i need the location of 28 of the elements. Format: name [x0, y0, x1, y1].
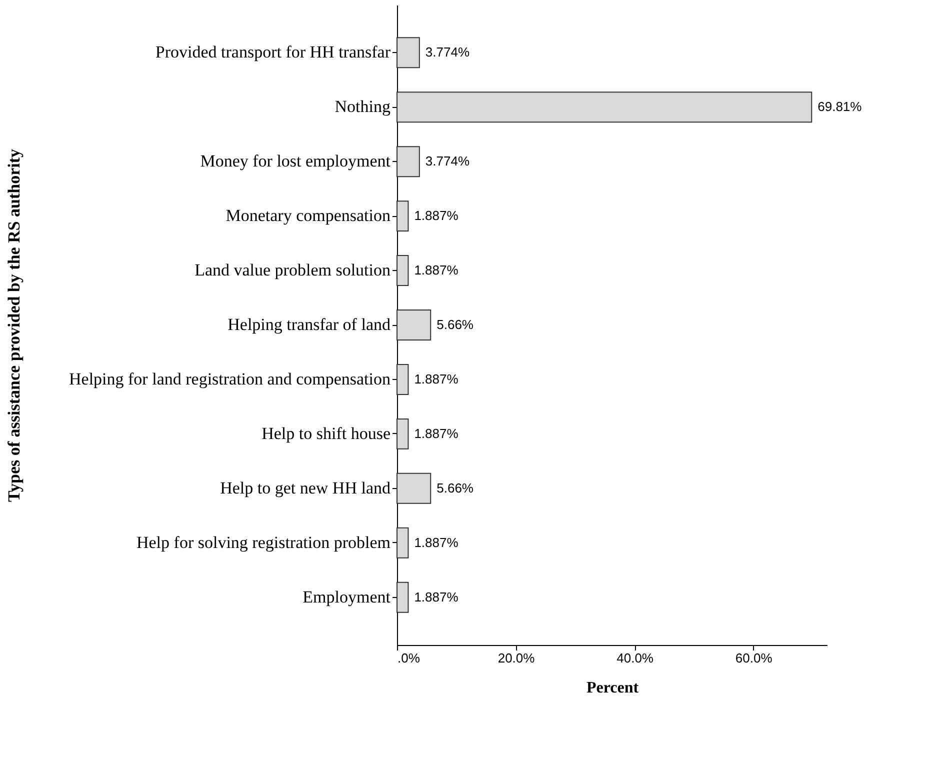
y-tick-label: Help for solving registration problem — [136, 532, 390, 552]
data-label: 1.887% — [414, 208, 459, 224]
y-tick-label: Helping transfar of land — [228, 315, 391, 334]
data-label: 1.887% — [414, 371, 459, 386]
data-label: 1.887% — [414, 262, 459, 278]
data-label: 1.887% — [414, 589, 459, 604]
data-label: 3.774% — [425, 154, 470, 169]
y-tick-label: Monetary compensation — [226, 206, 391, 226]
x-axis-title: Percent — [586, 680, 640, 696]
y-axis-title: Types of assistance provided by the RS authority — [4, 148, 24, 502]
y-tick-label: Money for lost employment — [200, 152, 391, 171]
y-tick-label: Helping for land registration and compensation — [69, 369, 391, 388]
data-label: 5.66% — [436, 480, 474, 496]
y-tick-label: Help to get new HH land — [220, 478, 391, 498]
y-tick-label: Provided transport for HH transfar — [155, 42, 391, 62]
y-tick-label: Help to shift house — [262, 424, 390, 443]
x-tick-label: 40.0% — [616, 650, 654, 666]
y-tick-label: Nothing — [334, 97, 391, 116]
y-tick-label: Land value problem solution — [194, 260, 391, 280]
data-label: 1.887% — [414, 534, 459, 550]
x-tick-label: 60.0% — [735, 650, 773, 666]
data-label: 1.887% — [414, 426, 459, 441]
data-label: 69.81% — [818, 99, 862, 114]
x-tick-label: .0% — [398, 650, 420, 666]
y-tick-label: Employment — [302, 587, 391, 606]
data-label: 3.774% — [425, 44, 470, 60]
data-label: 5.66% — [436, 317, 474, 332]
x-tick-label: 20.0% — [498, 650, 536, 666]
